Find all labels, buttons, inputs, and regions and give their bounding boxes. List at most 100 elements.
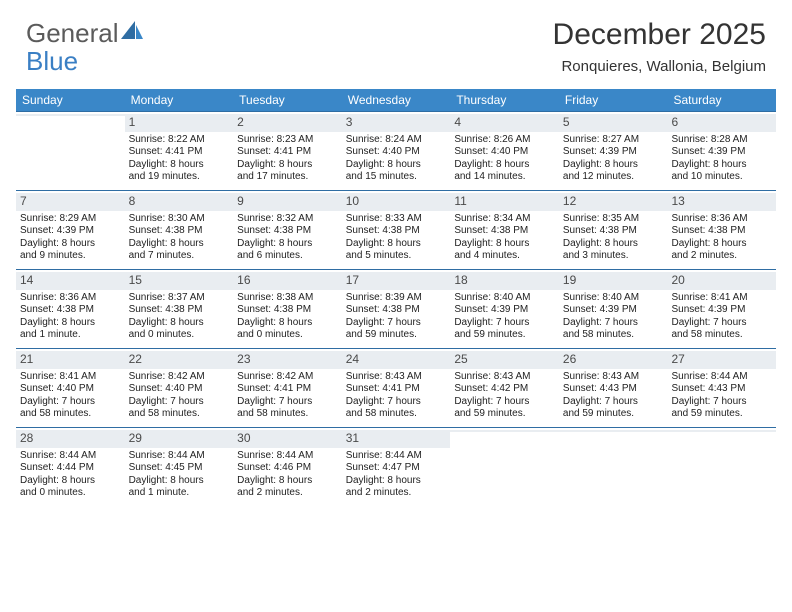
day-detail-line: Sunrise: 8:42 AM: [237, 371, 338, 384]
day-cell: 29Sunrise: 8:44 AMSunset: 4:45 PMDayligh…: [125, 428, 234, 506]
day-cell: 7Sunrise: 8:29 AMSunset: 4:39 PMDaylight…: [16, 191, 125, 269]
day-cell: 14Sunrise: 8:36 AMSunset: 4:38 PMDayligh…: [16, 270, 125, 348]
day-detail-line: Daylight: 7 hours: [671, 396, 772, 409]
day-number-row: 13: [667, 193, 776, 211]
day-number: 22: [129, 352, 142, 366]
day-number: 7: [20, 194, 27, 208]
day-cell: 21Sunrise: 8:41 AMSunset: 4:40 PMDayligh…: [16, 349, 125, 427]
day-detail-line: Sunrise: 8:36 AM: [671, 213, 772, 226]
day-number: 29: [129, 431, 142, 445]
day-detail-line: Daylight: 7 hours: [563, 396, 664, 409]
day-cell: 27Sunrise: 8:44 AMSunset: 4:43 PMDayligh…: [667, 349, 776, 427]
day-cell: 13Sunrise: 8:36 AMSunset: 4:38 PMDayligh…: [667, 191, 776, 269]
day-detail-line: Daylight: 8 hours: [129, 475, 230, 488]
day-detail-line: Sunrise: 8:35 AM: [563, 213, 664, 226]
day-detail-line: Sunrise: 8:33 AM: [346, 213, 447, 226]
day-detail-line: and 3 minutes.: [563, 250, 664, 263]
day-number-row: 7: [16, 193, 125, 211]
day-detail-line: and 15 minutes.: [346, 171, 447, 184]
day-detail-line: Sunrise: 8:40 AM: [454, 292, 555, 305]
weeks-container: 1Sunrise: 8:22 AMSunset: 4:41 PMDaylight…: [16, 111, 776, 506]
day-detail-line: Sunrise: 8:41 AM: [671, 292, 772, 305]
day-detail-line: Daylight: 8 hours: [454, 159, 555, 172]
day-number: 21: [20, 352, 33, 366]
day-detail-line: and 58 minutes.: [20, 408, 121, 421]
day-detail-line: Sunrise: 8:30 AM: [129, 213, 230, 226]
day-cell: 1Sunrise: 8:22 AMSunset: 4:41 PMDaylight…: [125, 112, 234, 190]
day-number: 3: [346, 115, 353, 129]
day-detail-line: Sunset: 4:38 PM: [454, 225, 555, 238]
day-header: Sunday: [16, 89, 125, 111]
day-cell: 24Sunrise: 8:43 AMSunset: 4:41 PMDayligh…: [342, 349, 451, 427]
day-detail-line: and 59 minutes.: [454, 408, 555, 421]
day-header: Saturday: [667, 89, 776, 111]
day-detail-line: Daylight: 7 hours: [454, 317, 555, 330]
day-detail-line: Sunset: 4:43 PM: [563, 383, 664, 396]
day-number-row: 8: [125, 193, 234, 211]
day-detail-line: and 10 minutes.: [671, 171, 772, 184]
day-detail-line: Sunset: 4:39 PM: [563, 146, 664, 159]
day-detail-line: Sunset: 4:40 PM: [20, 383, 121, 396]
day-number: 28: [20, 431, 33, 445]
day-detail-line: Daylight: 7 hours: [129, 396, 230, 409]
day-detail-line: Sunset: 4:44 PM: [20, 462, 121, 475]
day-number-row: 20: [667, 272, 776, 290]
day-cell: 23Sunrise: 8:42 AMSunset: 4:41 PMDayligh…: [233, 349, 342, 427]
day-number-row: 29: [125, 430, 234, 448]
day-number-row: 15: [125, 272, 234, 290]
sail-icon: [121, 21, 143, 46]
day-detail-line: and 59 minutes.: [454, 329, 555, 342]
calendar: Sunday Monday Tuesday Wednesday Thursday…: [16, 89, 776, 506]
day-number-row: 22: [125, 351, 234, 369]
day-cell: 10Sunrise: 8:33 AMSunset: 4:38 PMDayligh…: [342, 191, 451, 269]
day-header: Monday: [125, 89, 234, 111]
day-cell: 18Sunrise: 8:40 AMSunset: 4:39 PMDayligh…: [450, 270, 559, 348]
day-detail-line: Sunset: 4:41 PM: [237, 146, 338, 159]
day-number: 16: [237, 273, 250, 287]
week-row: 1Sunrise: 8:22 AMSunset: 4:41 PMDaylight…: [16, 111, 776, 190]
day-detail-line: Daylight: 8 hours: [346, 475, 447, 488]
day-cell: 5Sunrise: 8:27 AMSunset: 4:39 PMDaylight…: [559, 112, 668, 190]
week-row: 14Sunrise: 8:36 AMSunset: 4:38 PMDayligh…: [16, 269, 776, 348]
day-detail-line: Sunrise: 8:44 AM: [20, 450, 121, 463]
day-number-row: 10: [342, 193, 451, 211]
month-title: December 2025: [553, 18, 766, 52]
day-detail-line: Sunrise: 8:43 AM: [454, 371, 555, 384]
day-detail-line: Sunrise: 8:44 AM: [237, 450, 338, 463]
day-number: 30: [237, 431, 250, 445]
day-detail-line: and 58 minutes.: [237, 408, 338, 421]
day-cell: 20Sunrise: 8:41 AMSunset: 4:39 PMDayligh…: [667, 270, 776, 348]
header: General December 2025 Ronquieres, Wallon…: [0, 0, 792, 83]
day-detail-line: Sunset: 4:39 PM: [563, 304, 664, 317]
day-cell: 15Sunrise: 8:37 AMSunset: 4:38 PMDayligh…: [125, 270, 234, 348]
day-cell: 3Sunrise: 8:24 AMSunset: 4:40 PMDaylight…: [342, 112, 451, 190]
day-detail-line: Sunset: 4:47 PM: [346, 462, 447, 475]
day-detail-line: Sunset: 4:38 PM: [563, 225, 664, 238]
day-detail-line: and 6 minutes.: [237, 250, 338, 263]
day-detail-line: Sunset: 4:41 PM: [129, 146, 230, 159]
day-number-row: 6: [667, 114, 776, 132]
day-number-row: 24: [342, 351, 451, 369]
day-cell: 2Sunrise: 8:23 AMSunset: 4:41 PMDaylight…: [233, 112, 342, 190]
day-detail-line: Sunrise: 8:37 AM: [129, 292, 230, 305]
day-number: 8: [129, 194, 136, 208]
day-number: 31: [346, 431, 359, 445]
day-detail-line: Sunrise: 8:39 AM: [346, 292, 447, 305]
day-detail-line: and 58 minutes.: [671, 329, 772, 342]
day-number: 18: [454, 273, 467, 287]
week-row: 7Sunrise: 8:29 AMSunset: 4:39 PMDaylight…: [16, 190, 776, 269]
day-detail-line: Daylight: 7 hours: [346, 396, 447, 409]
day-detail-line: Sunrise: 8:44 AM: [346, 450, 447, 463]
day-detail-line: and 19 minutes.: [129, 171, 230, 184]
day-detail-line: Daylight: 8 hours: [237, 475, 338, 488]
day-number: 24: [346, 352, 359, 366]
day-header-row: Sunday Monday Tuesday Wednesday Thursday…: [16, 89, 776, 111]
day-detail-line: Sunset: 4:40 PM: [346, 146, 447, 159]
day-number-row: 11: [450, 193, 559, 211]
day-cell: 22Sunrise: 8:42 AMSunset: 4:40 PMDayligh…: [125, 349, 234, 427]
day-cell: 4Sunrise: 8:26 AMSunset: 4:40 PMDaylight…: [450, 112, 559, 190]
day-detail-line: Sunset: 4:39 PM: [671, 304, 772, 317]
day-number: 25: [454, 352, 467, 366]
day-detail-line: Sunrise: 8:38 AM: [237, 292, 338, 305]
day-detail-line: Sunset: 4:41 PM: [237, 383, 338, 396]
